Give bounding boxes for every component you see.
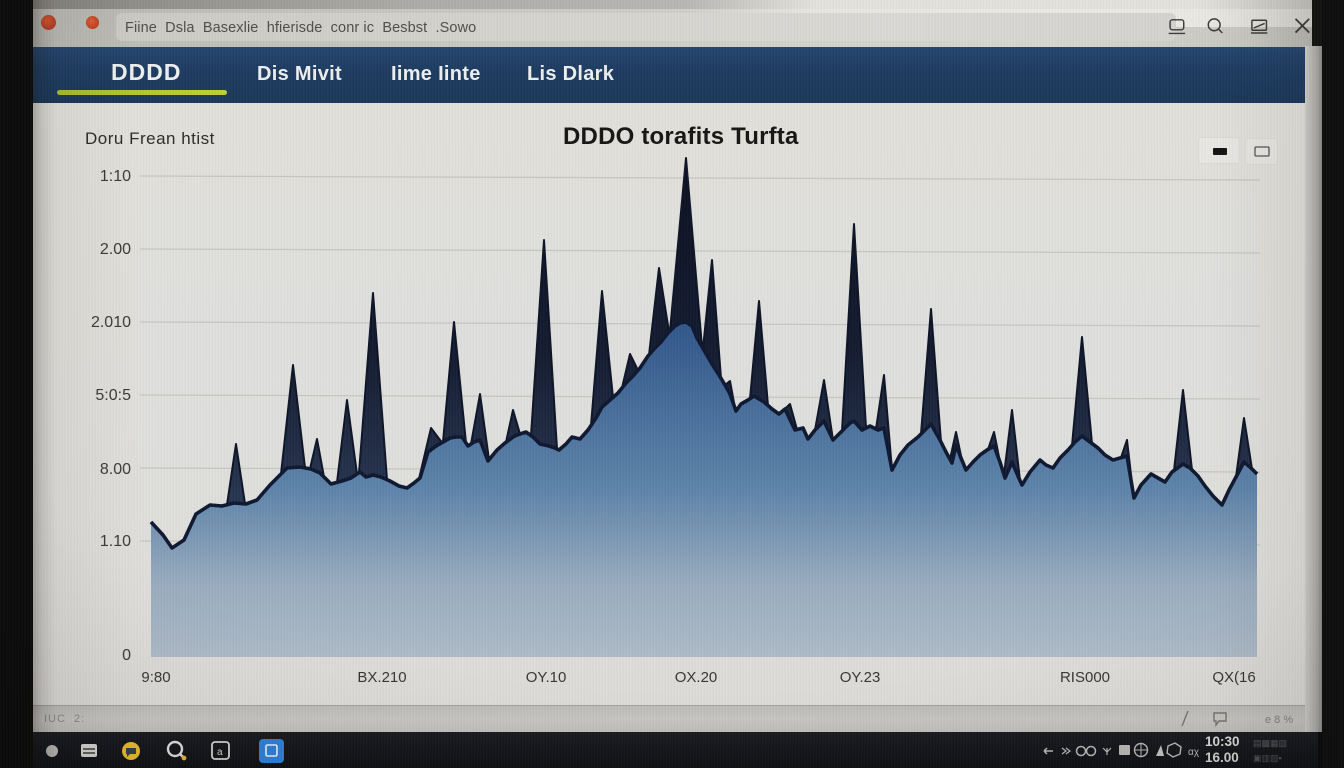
svg-text:▣▥▧▪: ▣▥▧▪ [1253, 753, 1282, 763]
svg-text:16.00: 16.00 [1205, 750, 1239, 765]
svg-text:RIS000: RIS000 [1060, 669, 1110, 686]
svg-text:8.00: 8.00 [100, 461, 131, 478]
svg-text:OY.23: OY.23 [840, 669, 881, 686]
svg-text:OX.20: OX.20 [675, 669, 718, 686]
svg-text:OY.10: OY.10 [526, 669, 567, 686]
svg-text:0: 0 [122, 647, 131, 664]
svg-text:9:80: 9:80 [141, 669, 170, 686]
svg-text:5:0:5: 5:0:5 [95, 387, 131, 404]
svg-text:2.00: 2.00 [100, 241, 131, 258]
svg-text:▤▩▦▨: ▤▩▦▨ [1253, 738, 1287, 748]
svg-text:BX.210: BX.210 [357, 669, 406, 686]
svg-text:10:30: 10:30 [1205, 734, 1240, 749]
svg-text:QX(16: QX(16 [1212, 669, 1255, 686]
svg-text:e 8 %: e 8 % [1265, 714, 1293, 726]
svg-text:a: a [217, 747, 223, 758]
svg-text:2.010: 2.010 [91, 314, 131, 331]
svg-text:1:10: 1:10 [100, 168, 131, 185]
svg-text:αχ: αχ [1188, 747, 1200, 758]
svg-text:1.10: 1.10 [100, 533, 131, 550]
